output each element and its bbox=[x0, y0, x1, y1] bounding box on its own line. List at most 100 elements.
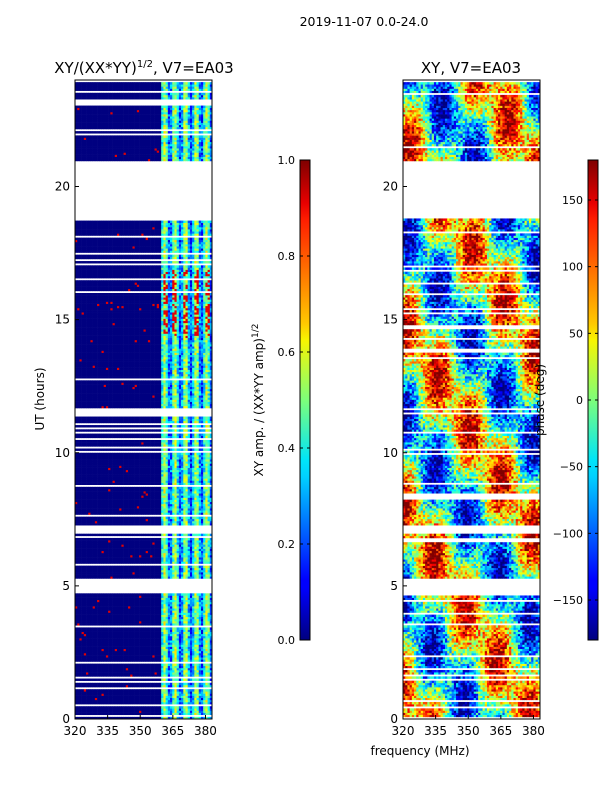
heatmap-cell bbox=[79, 672, 82, 674]
heatmap-cell bbox=[170, 644, 173, 646]
heatmap-cell bbox=[177, 508, 180, 510]
heatmap-cell bbox=[108, 598, 111, 600]
heatmap-cell bbox=[137, 657, 140, 659]
heatmap-cell bbox=[146, 679, 149, 681]
heatmap-cell bbox=[181, 659, 184, 661]
heatmap-cell bbox=[194, 666, 197, 668]
heatmap-cell bbox=[99, 602, 102, 604]
heatmap-cell bbox=[181, 651, 184, 653]
heatmap-cell bbox=[121, 621, 124, 623]
heatmap-cell bbox=[203, 570, 206, 572]
heatmap-cell bbox=[155, 672, 158, 674]
heatmap-cell bbox=[97, 508, 100, 510]
heatmap-cell bbox=[130, 555, 133, 557]
heatmap-cell bbox=[205, 664, 208, 666]
heatmap-cell bbox=[130, 657, 133, 659]
heatmap-cell bbox=[121, 606, 124, 608]
heatmap-cell bbox=[185, 613, 188, 615]
heatmap-cell bbox=[192, 523, 195, 525]
heatmap-cell bbox=[115, 655, 118, 657]
heatmap-cell bbox=[84, 504, 87, 506]
heatmap-cell bbox=[99, 606, 102, 608]
heatmap-cell bbox=[130, 647, 133, 649]
amplitude-heatmap[interactable] bbox=[75, 82, 212, 719]
heatmap-cell bbox=[115, 670, 118, 672]
heatmap-cell bbox=[79, 655, 82, 657]
heatmap-cell bbox=[197, 595, 200, 597]
heatmap-cell bbox=[203, 574, 206, 576]
heatmap-cell bbox=[174, 608, 177, 610]
heatmap-cell bbox=[121, 568, 124, 570]
heatmap-cell bbox=[157, 608, 160, 610]
heatmap-cell bbox=[95, 657, 98, 659]
heatmap-cell bbox=[141, 706, 144, 708]
heatmap-cell bbox=[135, 608, 138, 610]
heatmap-cell bbox=[93, 546, 96, 548]
heatmap-cell bbox=[144, 542, 147, 544]
heatmap-cell bbox=[174, 710, 177, 712]
heatmap-cell bbox=[128, 623, 131, 625]
heatmap-cell bbox=[108, 604, 111, 606]
heatmap-cell bbox=[155, 632, 158, 634]
heatmap-cell bbox=[110, 595, 113, 597]
heatmap-cell bbox=[124, 700, 127, 702]
heatmap-cell bbox=[99, 576, 102, 578]
heatmap-cell bbox=[144, 602, 147, 604]
heatmap-cell bbox=[185, 683, 188, 685]
heatmap-cell bbox=[115, 640, 118, 642]
heatmap-cell bbox=[88, 649, 91, 651]
heatmap-cell bbox=[181, 551, 184, 553]
heatmap-cell bbox=[88, 517, 91, 519]
heatmap-cell bbox=[102, 570, 105, 572]
heatmap-cell bbox=[159, 649, 162, 651]
heatmap-cell bbox=[119, 559, 122, 561]
heatmap-cell bbox=[155, 670, 158, 672]
heatmap-cell bbox=[99, 557, 102, 559]
heatmap-cell bbox=[77, 553, 80, 555]
heatmap-cell bbox=[97, 666, 100, 668]
heatmap-cell bbox=[161, 546, 164, 548]
heatmap-cell bbox=[126, 600, 129, 602]
heatmap-cell bbox=[135, 613, 138, 615]
heatmap-cell bbox=[139, 630, 142, 632]
heatmap-cell bbox=[139, 506, 142, 508]
heatmap-cell bbox=[177, 551, 180, 553]
heatmap-cell bbox=[141, 638, 144, 640]
heatmap-cell bbox=[102, 540, 105, 542]
heatmap-cell bbox=[106, 632, 109, 634]
heatmap-cell bbox=[148, 708, 151, 710]
heatmap-cell bbox=[88, 593, 91, 595]
heatmap-cell bbox=[161, 702, 164, 704]
heatmap-cell bbox=[197, 506, 200, 508]
heatmap-cell bbox=[172, 523, 175, 525]
heatmap-cell bbox=[159, 617, 162, 619]
heatmap-cell bbox=[135, 647, 138, 649]
heatmap-cell bbox=[104, 615, 107, 617]
heatmap-cell bbox=[205, 679, 208, 681]
heatmap-cell bbox=[150, 540, 153, 542]
heatmap-cell bbox=[90, 510, 93, 512]
heatmap-cell bbox=[163, 602, 166, 604]
heatmap-cell bbox=[99, 566, 102, 568]
heatmap-cell bbox=[170, 510, 173, 512]
heatmap-cell bbox=[185, 506, 188, 508]
heatmap-cell bbox=[99, 644, 102, 646]
heatmap-cell bbox=[208, 672, 211, 674]
heatmap-cell bbox=[86, 698, 89, 700]
heatmap-cell bbox=[108, 519, 111, 521]
heatmap-cell bbox=[188, 615, 191, 617]
heatmap-cell bbox=[135, 546, 138, 548]
heatmap-cell bbox=[157, 674, 160, 676]
heatmap-cell bbox=[194, 619, 197, 621]
heatmap-cell bbox=[183, 623, 186, 625]
heatmap-cell bbox=[126, 698, 129, 700]
heatmap-cell bbox=[86, 604, 89, 606]
heatmap-cell bbox=[128, 649, 131, 651]
heatmap-cell bbox=[168, 640, 171, 642]
heatmap-cell bbox=[121, 538, 124, 540]
heatmap-cell bbox=[93, 510, 96, 512]
heatmap-cell bbox=[150, 553, 153, 555]
heatmap-cell bbox=[168, 636, 171, 638]
heatmap-cell bbox=[192, 555, 195, 557]
heatmap-cell bbox=[117, 700, 120, 702]
